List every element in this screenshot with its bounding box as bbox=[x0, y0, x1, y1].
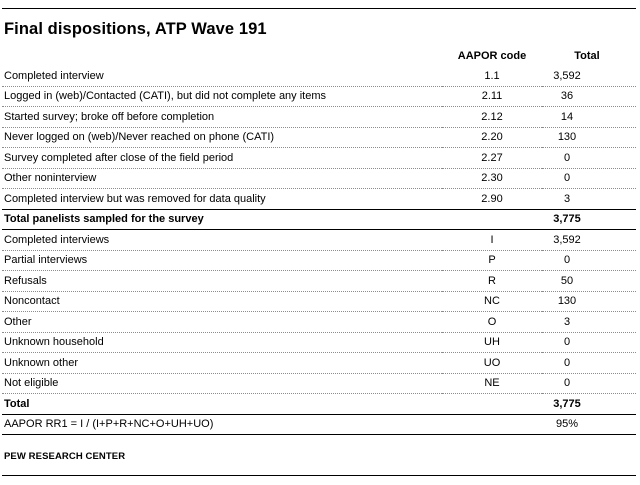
row-total: 3 bbox=[542, 311, 636, 333]
row-code bbox=[442, 393, 542, 415]
row-total: 0 bbox=[542, 352, 636, 374]
table-row: Unknown household UH 0 bbox=[2, 332, 636, 353]
row-label: Other noninterview bbox=[2, 168, 442, 189]
source-note: PEW RESEARCH CENTER bbox=[4, 451, 126, 462]
row-total: 3,775 bbox=[542, 393, 636, 415]
row-total: 0 bbox=[542, 147, 636, 169]
dispositions-table: Completed interview 1.1 3,592 Logged in … bbox=[2, 66, 636, 435]
table-row: Partial interviews P 0 bbox=[2, 250, 636, 271]
row-code: 2.11 bbox=[442, 86, 542, 107]
table-row: Completed interview 1.1 3,592 bbox=[2, 66, 636, 87]
row-total: 3,592 bbox=[542, 229, 636, 251]
row-total: 50 bbox=[542, 270, 636, 292]
row-total: 0 bbox=[542, 250, 636, 271]
top-rule bbox=[2, 8, 636, 9]
table-row: Started survey; broke off before complet… bbox=[2, 106, 636, 128]
row-total: 95% bbox=[542, 414, 636, 435]
figure-title: Final dispositions, ATP Wave 191 bbox=[4, 20, 267, 38]
row-code bbox=[442, 208, 542, 230]
table-row: Survey completed after close of the fiel… bbox=[2, 147, 636, 169]
row-code: 2.20 bbox=[442, 127, 542, 148]
row-code: P bbox=[442, 250, 542, 271]
row-total: 130 bbox=[542, 127, 636, 148]
row-label: Total bbox=[2, 393, 442, 415]
row-label: Total panelists sampled for the survey bbox=[2, 208, 442, 230]
row-total: 3,592 bbox=[542, 66, 636, 87]
row-label: Completed interview bbox=[2, 66, 442, 87]
row-total: 36 bbox=[542, 86, 636, 107]
row-label: Survey completed after close of the fiel… bbox=[2, 147, 442, 169]
total-row: Total 3,775 bbox=[2, 393, 636, 415]
row-code: 2.12 bbox=[442, 106, 542, 128]
row-total: 0 bbox=[542, 168, 636, 189]
row-total: 3 bbox=[542, 188, 636, 210]
row-code: O bbox=[442, 311, 542, 333]
response-rate-row: AAPOR RR1 = I / (I+P+R+NC+O+UH+UO) 95% bbox=[2, 414, 636, 435]
row-code: NC bbox=[442, 291, 542, 312]
row-label: Noncontact bbox=[2, 291, 442, 312]
row-code: I bbox=[442, 229, 542, 251]
row-label: Logged in (web)/Contacted (CATI), but di… bbox=[2, 86, 442, 107]
row-total: 0 bbox=[542, 332, 636, 353]
row-code: UO bbox=[442, 352, 542, 374]
header-total: Total bbox=[574, 50, 600, 62]
row-code: 2.30 bbox=[442, 168, 542, 189]
total-sampled-row: Total panelists sampled for the survey 3… bbox=[2, 208, 636, 230]
bottom-rule bbox=[2, 475, 636, 476]
row-label: Not eligible bbox=[2, 373, 442, 394]
table-row: Refusals R 50 bbox=[2, 270, 636, 292]
row-label: Unknown household bbox=[2, 332, 442, 353]
row-code: 2.27 bbox=[442, 147, 542, 169]
table-row: Unknown other UO 0 bbox=[2, 352, 636, 374]
table-row: Never logged on (web)/Never reached on p… bbox=[2, 127, 636, 148]
row-label: AAPOR RR1 = I / (I+P+R+NC+O+UH+UO) bbox=[2, 414, 442, 435]
row-label: Unknown other bbox=[2, 352, 442, 374]
row-label: Refusals bbox=[2, 270, 442, 292]
row-code bbox=[442, 414, 542, 435]
table-row: Completed interviews I 3,592 bbox=[2, 229, 636, 251]
table-row: Logged in (web)/Contacted (CATI), but di… bbox=[2, 86, 636, 107]
row-label: Completed interviews bbox=[2, 229, 442, 251]
table-row: Other noninterview 2.30 0 bbox=[2, 168, 636, 189]
row-label: Never logged on (web)/Never reached on p… bbox=[2, 127, 442, 148]
table-row: Not eligible NE 0 bbox=[2, 373, 636, 394]
row-label: Started survey; broke off before complet… bbox=[2, 106, 442, 128]
row-total: 0 bbox=[542, 373, 636, 394]
row-code: 2.90 bbox=[442, 188, 542, 210]
row-code: R bbox=[442, 270, 542, 292]
row-label: Completed interview but was removed for … bbox=[2, 188, 442, 210]
row-code: NE bbox=[442, 373, 542, 394]
header-aapor-code: AAPOR code bbox=[457, 50, 527, 62]
table-row: Completed interview but was removed for … bbox=[2, 188, 636, 210]
row-code: UH bbox=[442, 332, 542, 353]
table-row: Noncontact NC 130 bbox=[2, 291, 636, 312]
row-total: 14 bbox=[542, 106, 636, 128]
row-label: Partial interviews bbox=[2, 250, 442, 271]
row-code: 1.1 bbox=[442, 66, 542, 87]
table-row: Other O 3 bbox=[2, 311, 636, 333]
row-total: 130 bbox=[542, 291, 636, 312]
row-label: Other bbox=[2, 311, 442, 333]
row-total: 3,775 bbox=[542, 208, 636, 230]
